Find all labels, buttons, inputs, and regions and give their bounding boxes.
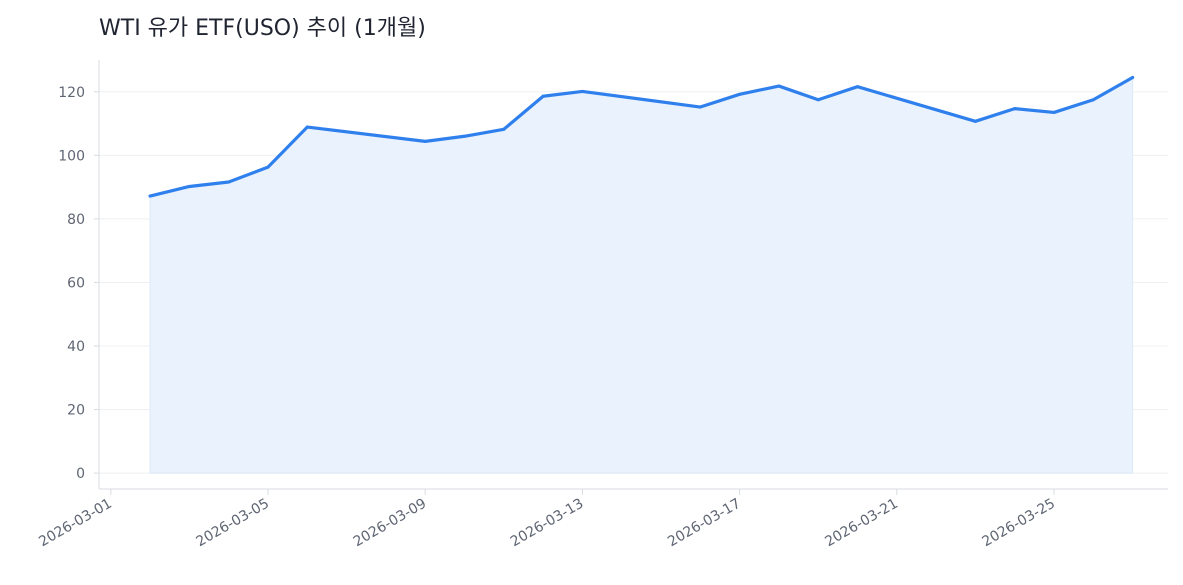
data-point: [698, 105, 702, 109]
data-point: [1052, 110, 1056, 114]
x-tick-label: 2026-03-13: [508, 496, 586, 551]
data-point: [423, 139, 427, 143]
data-point: [187, 184, 191, 188]
y-tick-label: 80: [67, 212, 85, 228]
x-tick-label: 2026-03-09: [351, 496, 429, 551]
series-line-layer: [148, 75, 1135, 198]
y-tick-label: 100: [58, 148, 85, 164]
y-tick-label: 40: [67, 339, 85, 355]
y-tick-label: 0: [76, 466, 85, 482]
data-point: [777, 84, 781, 88]
data-point: [816, 98, 820, 102]
axes: [98, 60, 1168, 490]
data-point: [580, 89, 584, 93]
y-tick-label: 60: [67, 275, 85, 291]
data-point: [305, 125, 309, 129]
y-tick-label: 20: [67, 403, 85, 419]
data-point: [973, 119, 977, 123]
chart-title: WTI 유가 ETF(USO) 추이 (1개월): [99, 16, 426, 41]
data-point: [227, 180, 231, 184]
y-axis-ticks: 0 20 40 60 80 100 120: [58, 85, 99, 482]
data-point: [502, 127, 506, 131]
data-point: [266, 165, 270, 169]
data-point: [1091, 98, 1095, 102]
data-point: [1131, 75, 1135, 79]
data-point: [148, 194, 152, 198]
x-tick-label: 2026-03-25: [980, 496, 1058, 551]
data-point: [1013, 107, 1017, 111]
x-axis-ticks: 2026-03-01 2026-03-05 2026-03-09 2026-03-13…: [36, 489, 1058, 550]
x-tick-label: 2026-03-21: [822, 496, 900, 551]
series-line: [148, 75, 1135, 198]
data-point: [738, 92, 742, 96]
data-point: [856, 85, 860, 89]
x-tick-label: 2026-03-17: [665, 496, 743, 551]
x-tick-label: 2026-03-05: [194, 496, 272, 551]
x-tick-label: 2026-03-01: [36, 496, 114, 551]
data-point: [463, 134, 467, 138]
data-point: [541, 94, 545, 98]
y-tick-label: 120: [58, 85, 85, 101]
